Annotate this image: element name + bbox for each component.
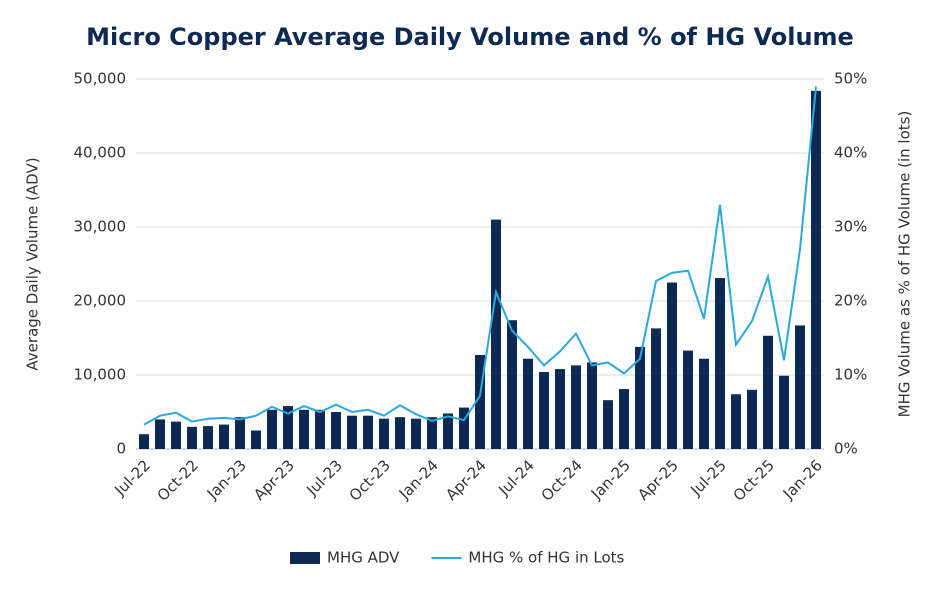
x-tick-label: Oct-24 xyxy=(538,456,586,504)
bar xyxy=(507,320,517,449)
y2-tick-label: 50% xyxy=(834,70,867,88)
bar xyxy=(523,358,533,449)
bar xyxy=(363,415,373,449)
y2-tick-label: 40% xyxy=(834,144,867,162)
bar xyxy=(187,426,197,449)
bar xyxy=(763,335,773,449)
bar xyxy=(443,413,453,449)
bar xyxy=(171,421,181,449)
chart-title: Micro Copper Average Daily Volume and % … xyxy=(86,23,854,51)
x-tick-label: Jan-26 xyxy=(779,456,826,503)
y2-axis-title: MHG Volume as % of HG Volume (in lots) xyxy=(896,111,914,418)
bar xyxy=(587,362,597,449)
legend-label: MHG % of HG in Lots xyxy=(468,549,624,567)
bar xyxy=(203,426,213,449)
x-tick-label: Jul-25 xyxy=(686,456,730,500)
y-tick-label: 20,000 xyxy=(74,292,127,310)
x-tick-label: Jul-24 xyxy=(494,456,538,500)
x-tick-label: Jul-22 xyxy=(110,456,154,500)
bar xyxy=(299,409,309,449)
bar xyxy=(731,394,741,449)
x-tick-label: Apr-25 xyxy=(634,456,682,504)
bar xyxy=(699,358,709,449)
bar xyxy=(347,415,357,449)
bar xyxy=(795,325,805,449)
y2-tick-label: 30% xyxy=(834,218,867,236)
bar xyxy=(811,90,821,449)
bar xyxy=(251,430,261,449)
bar xyxy=(555,369,565,449)
bar xyxy=(315,409,325,449)
x-tick-label: Apr-23 xyxy=(250,456,298,504)
bar xyxy=(635,346,645,449)
y2-tick-label: 10% xyxy=(834,366,867,384)
x-tick-label: Jan-24 xyxy=(395,456,442,503)
x-tick-label: Oct-22 xyxy=(154,456,202,504)
x-tick-label: Jan-23 xyxy=(203,456,250,503)
bar xyxy=(155,419,165,449)
legend-label: MHG ADV xyxy=(327,549,400,567)
bar xyxy=(283,406,293,449)
y-tick-label: 50,000 xyxy=(74,70,127,88)
bar xyxy=(491,219,501,449)
y-axis-title: Average Daily Volume (ADV) xyxy=(24,157,42,370)
bar xyxy=(475,355,485,449)
bar xyxy=(427,417,437,449)
bar xyxy=(459,407,469,449)
bar xyxy=(571,365,581,449)
y-tick-label: 40,000 xyxy=(74,144,127,162)
x-tick-label: Oct-23 xyxy=(346,456,394,504)
bar xyxy=(779,375,789,449)
x-tick-label: Jul-23 xyxy=(302,456,346,500)
bar xyxy=(603,400,613,449)
y2-tick-label: 20% xyxy=(834,292,867,310)
bar xyxy=(267,409,277,449)
bar xyxy=(683,350,693,449)
y2-tick-label: 0% xyxy=(834,440,858,458)
x-tick-label: Jan-25 xyxy=(587,456,634,503)
bar xyxy=(219,424,229,449)
y-tick-label: 10,000 xyxy=(74,366,127,384)
x-tick-label: Apr-24 xyxy=(442,456,490,504)
bar xyxy=(619,389,629,449)
bar xyxy=(747,389,757,449)
bar xyxy=(667,282,677,449)
line xyxy=(143,86,817,426)
bar xyxy=(539,372,549,449)
bar xyxy=(411,418,421,449)
bar xyxy=(139,434,149,449)
y-tick-label: 30,000 xyxy=(74,218,127,236)
bar xyxy=(235,417,245,449)
bar xyxy=(651,328,661,449)
bar xyxy=(379,418,389,449)
legend-swatch xyxy=(290,552,320,564)
bar xyxy=(331,412,341,449)
x-tick-label: Oct-25 xyxy=(730,456,778,504)
bar xyxy=(395,417,405,449)
y-tick-label: 0 xyxy=(116,440,126,458)
bar xyxy=(715,278,725,449)
